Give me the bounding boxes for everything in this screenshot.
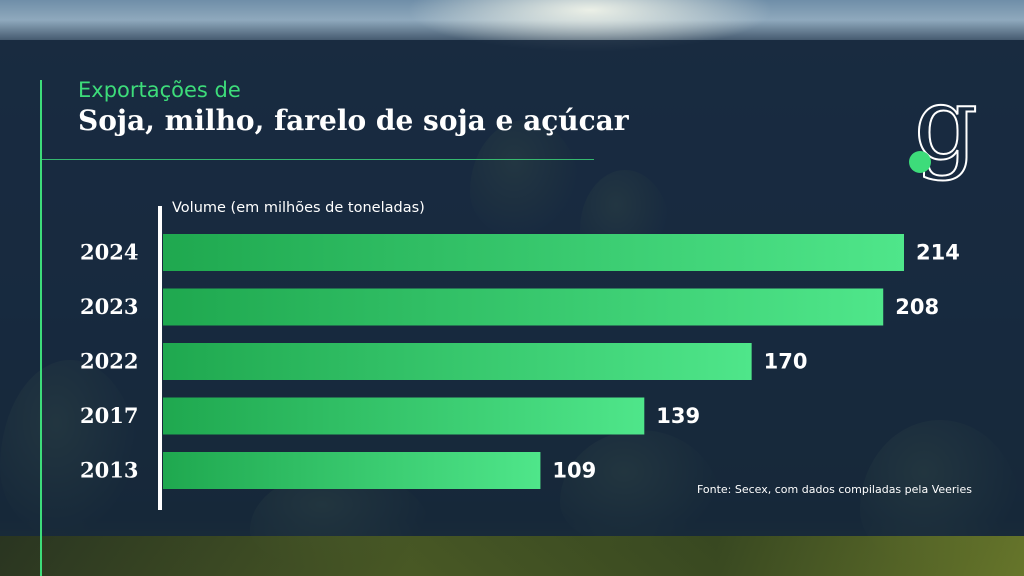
accent-line	[40, 80, 42, 576]
title-divider	[40, 159, 594, 160]
category-label-2024: 2024	[80, 240, 138, 265]
category-label-2017: 2017	[80, 403, 138, 428]
value-label-2013: 109	[552, 459, 596, 483]
bar-2024	[163, 234, 904, 271]
value-label-2017: 139	[656, 404, 700, 428]
axis-label: Volume (em milhões de toneladas)	[172, 200, 425, 216]
value-label-2022: 170	[764, 350, 808, 374]
chart-title: Soja, milho, farelo de soja e açúcar	[78, 104, 629, 137]
logo-g-icon: g	[909, 78, 979, 183]
value-label-2023: 208	[895, 295, 939, 319]
value-label-2024: 214	[916, 241, 960, 265]
axis-line	[158, 206, 162, 510]
bar-2022	[163, 343, 752, 380]
bar-2013	[163, 452, 541, 489]
chart-subtitle: Exportações de	[78, 78, 241, 102]
bottom-photo-strip	[0, 536, 1024, 576]
category-label-2013: 2013	[80, 458, 138, 483]
bar-2017	[163, 397, 645, 435]
category-label-2023: 2023	[80, 294, 138, 319]
category-label-2022: 2022	[80, 349, 138, 374]
bar-2023	[163, 288, 884, 326]
logo-dot	[909, 151, 931, 173]
source-note: Fonte: Secex, com dados compiladas pela …	[696, 483, 972, 496]
